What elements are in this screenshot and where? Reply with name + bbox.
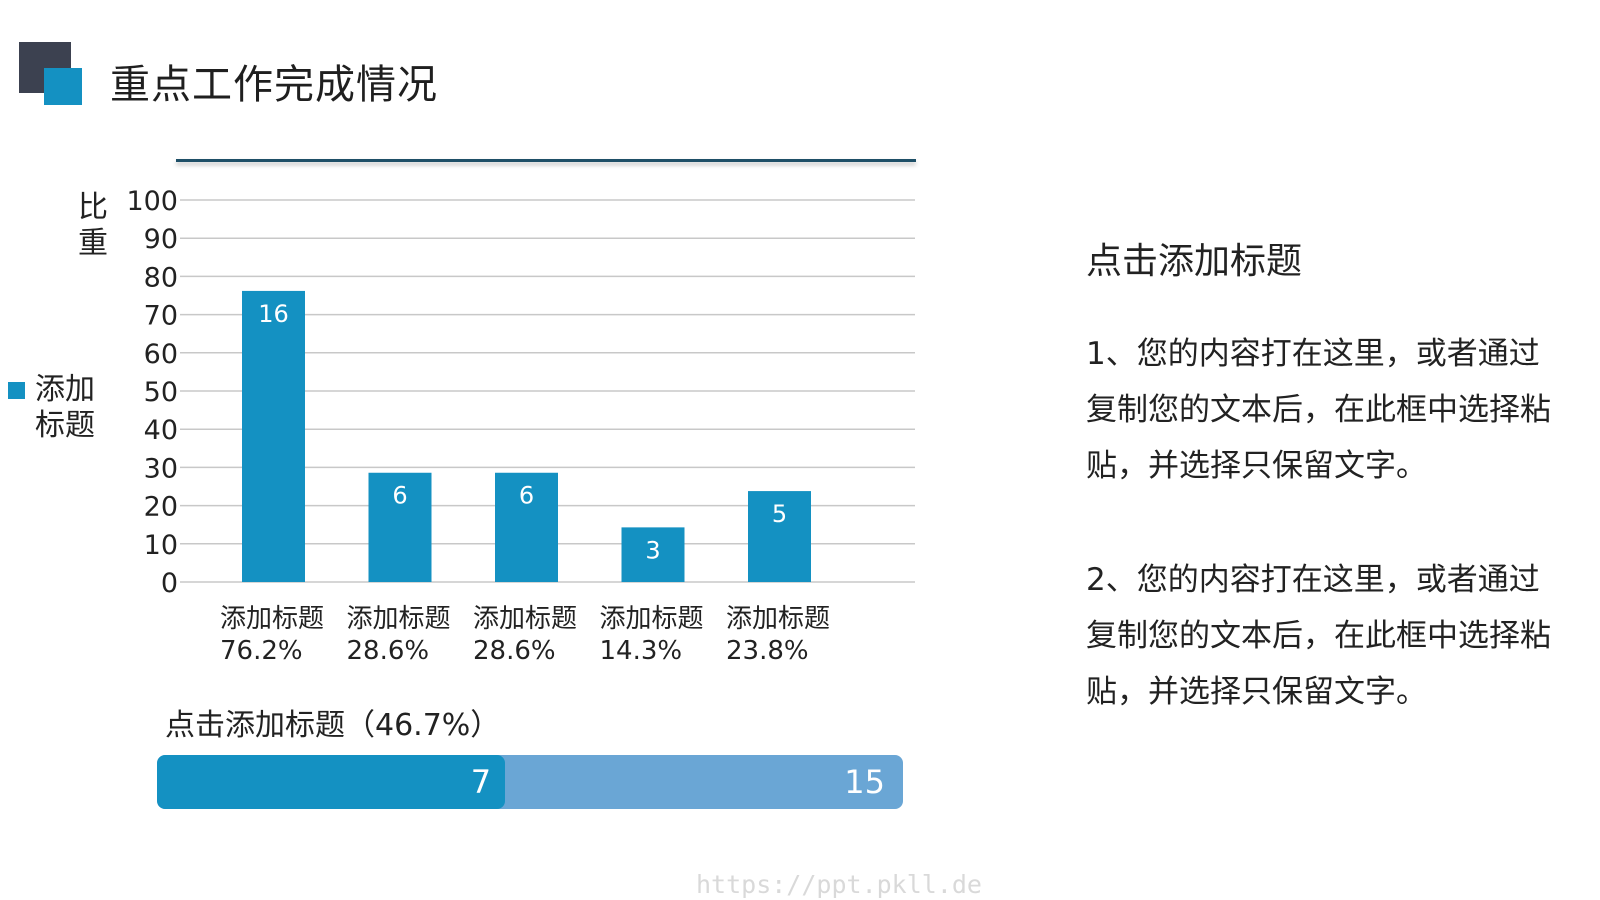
bar-data-label: 6 xyxy=(392,482,407,510)
title-divider xyxy=(176,159,916,162)
x-category-percent: 28.6% xyxy=(473,636,556,666)
x-category-percent: 23.8% xyxy=(726,636,809,666)
x-category-label: 添加标题 xyxy=(600,604,704,634)
y-tick-label: 40 xyxy=(144,415,178,446)
x-category-percent: 76.2% xyxy=(220,636,303,666)
x-category-label: 添加标题 xyxy=(220,604,324,634)
side-paragraph-1: 1、您的内容打在这里，或者通过复制您的文本后，在此框中选择粘贴，并选择只保留文字… xyxy=(1086,336,1551,484)
bar-data-label: 6 xyxy=(519,482,534,510)
bar xyxy=(368,472,432,582)
side-title: 点击添加标题 xyxy=(1086,241,1303,282)
y-tick-label: 60 xyxy=(144,339,178,370)
y-tick-label: 30 xyxy=(144,453,178,484)
bar xyxy=(495,472,558,582)
bar xyxy=(242,290,305,582)
y-tick-label: 20 xyxy=(144,492,178,523)
progress-bar: 7 15 xyxy=(157,755,903,809)
y-tick-label: 80 xyxy=(144,262,178,293)
bar xyxy=(748,491,811,582)
side-paragraph-2: 2、您的内容打在这里，或者通过复制您的文本后，在此框中选择粘贴，并选择只保留文字… xyxy=(1086,562,1551,710)
bar-series xyxy=(242,290,811,582)
y-axis-ticks: 0 10 20 30 40 50 60 70 80 90 100 xyxy=(126,186,178,599)
bar-data-label: 5 xyxy=(772,500,787,528)
x-category-label: 添加标题 xyxy=(347,604,451,634)
bar-data-label: 16 xyxy=(258,300,289,328)
y-tick-label: 70 xyxy=(144,301,178,332)
y-tick-label: 90 xyxy=(144,224,178,255)
watermark: https://ppt.pkll.de xyxy=(696,870,982,899)
progress-total: 15 xyxy=(844,763,885,801)
legend-label: 添加标题 xyxy=(35,372,95,443)
y-tick-label: 0 xyxy=(161,568,178,599)
x-category-percent: 28.6% xyxy=(347,636,430,666)
legend-swatch xyxy=(8,382,25,399)
logo-blue-square xyxy=(44,68,82,105)
progress-value: 7 xyxy=(470,763,492,801)
bar xyxy=(621,527,685,582)
bar-data-labels: 16 6 6 3 5 xyxy=(258,300,787,564)
y-tick-label: 10 xyxy=(144,530,178,561)
y-tick-label: 100 xyxy=(126,186,178,217)
x-axis-categories: 添加标题76.2%添加标题28.6%添加标题28.6%添加标题14.3%添加标题… xyxy=(220,604,830,666)
bar-data-label: 3 xyxy=(645,536,660,564)
progress-fill: 7 xyxy=(157,755,506,809)
page-title: 重点工作完成情况 xyxy=(110,62,438,108)
x-category-percent: 14.3% xyxy=(600,636,683,666)
progress-title: 点击添加标题（46.7%） xyxy=(165,708,501,743)
x-category-label: 添加标题 xyxy=(726,604,830,634)
x-category-label: 添加标题 xyxy=(473,604,577,634)
y-tick-label: 50 xyxy=(144,377,178,408)
y-axis-label: 比重 xyxy=(78,190,108,261)
